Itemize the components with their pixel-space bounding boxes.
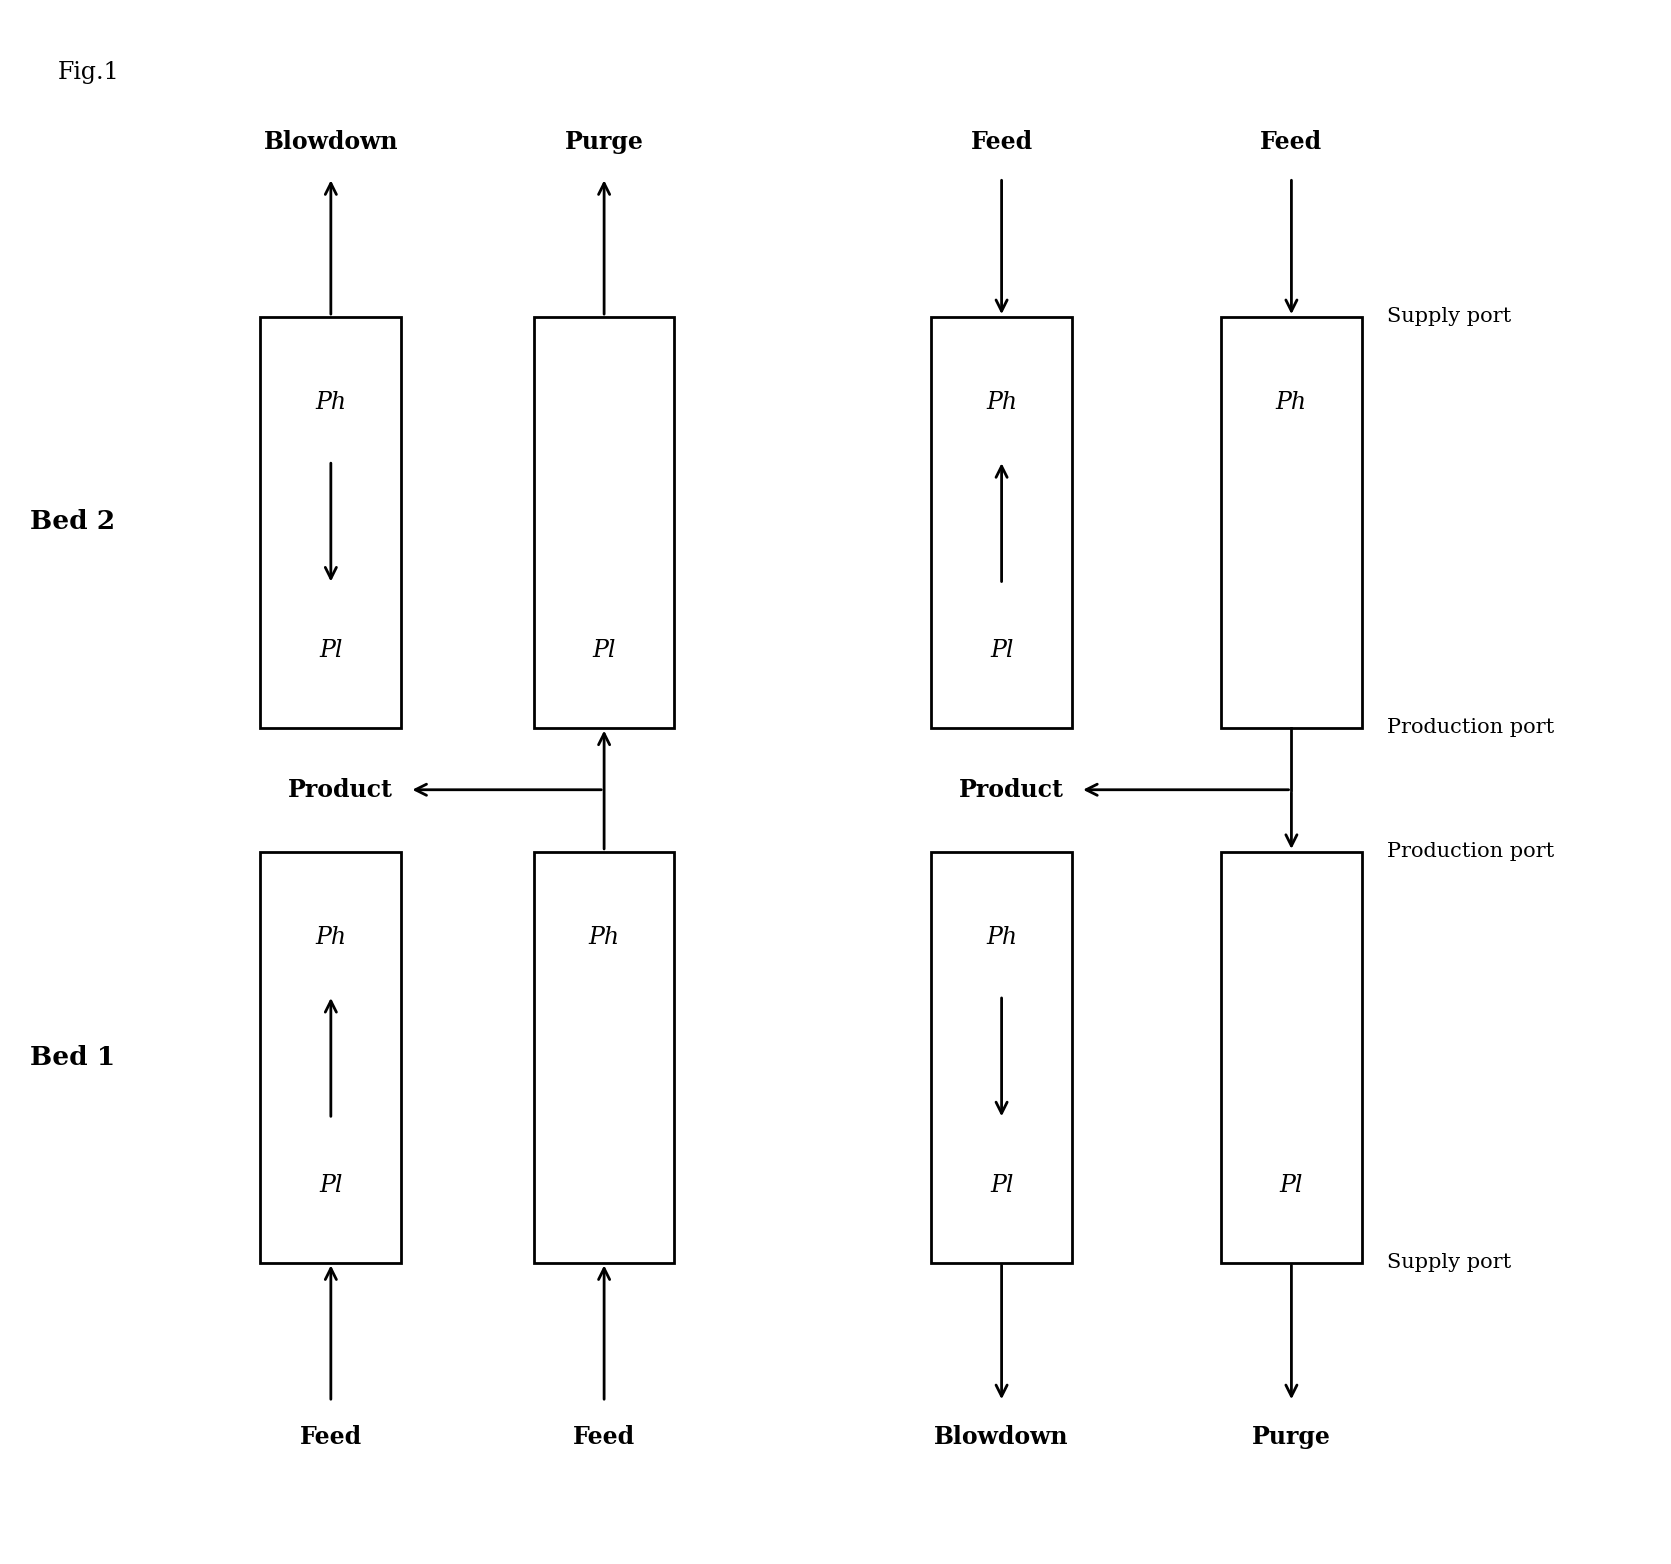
Text: Pl: Pl bbox=[593, 638, 617, 662]
Text: Product: Product bbox=[959, 777, 1064, 802]
Bar bbox=[931, 317, 1073, 727]
Bar bbox=[931, 852, 1073, 1262]
Text: Production port: Production port bbox=[1387, 843, 1554, 862]
Text: Feed: Feed bbox=[971, 130, 1033, 155]
Text: Production port: Production port bbox=[1387, 718, 1554, 737]
Text: Bed 1: Bed 1 bbox=[30, 1045, 115, 1070]
Text: Ph: Ph bbox=[986, 926, 1018, 948]
Bar bbox=[1222, 852, 1362, 1262]
Bar bbox=[533, 317, 675, 727]
Text: Feed: Feed bbox=[299, 1425, 363, 1450]
Text: Supply port: Supply port bbox=[1387, 1253, 1511, 1272]
Text: Pl: Pl bbox=[989, 1173, 1013, 1196]
Text: Blowdown: Blowdown bbox=[934, 1425, 1069, 1450]
Text: Ph: Ph bbox=[316, 926, 346, 948]
Text: Bed 2: Bed 2 bbox=[30, 508, 115, 533]
Text: Ph: Ph bbox=[986, 391, 1018, 414]
Text: Ph: Ph bbox=[588, 926, 620, 948]
Text: Supply port: Supply port bbox=[1387, 308, 1511, 327]
Bar bbox=[1222, 317, 1362, 727]
Text: Pl: Pl bbox=[989, 638, 1013, 662]
Text: Pl: Pl bbox=[1280, 1173, 1303, 1196]
Text: Pl: Pl bbox=[319, 638, 343, 662]
Text: Feed: Feed bbox=[1260, 130, 1322, 155]
Bar bbox=[261, 317, 401, 727]
Bar bbox=[261, 852, 401, 1262]
Text: Purge: Purge bbox=[565, 130, 643, 155]
Text: Fig.1: Fig.1 bbox=[57, 61, 119, 84]
Text: Ph: Ph bbox=[1277, 391, 1307, 414]
Text: Product: Product bbox=[287, 777, 393, 802]
Text: Pl: Pl bbox=[319, 1173, 343, 1196]
Text: Feed: Feed bbox=[573, 1425, 635, 1450]
Bar bbox=[533, 852, 675, 1262]
Text: Blowdown: Blowdown bbox=[264, 130, 398, 155]
Text: Ph: Ph bbox=[316, 391, 346, 414]
Text: Purge: Purge bbox=[1252, 1425, 1330, 1450]
